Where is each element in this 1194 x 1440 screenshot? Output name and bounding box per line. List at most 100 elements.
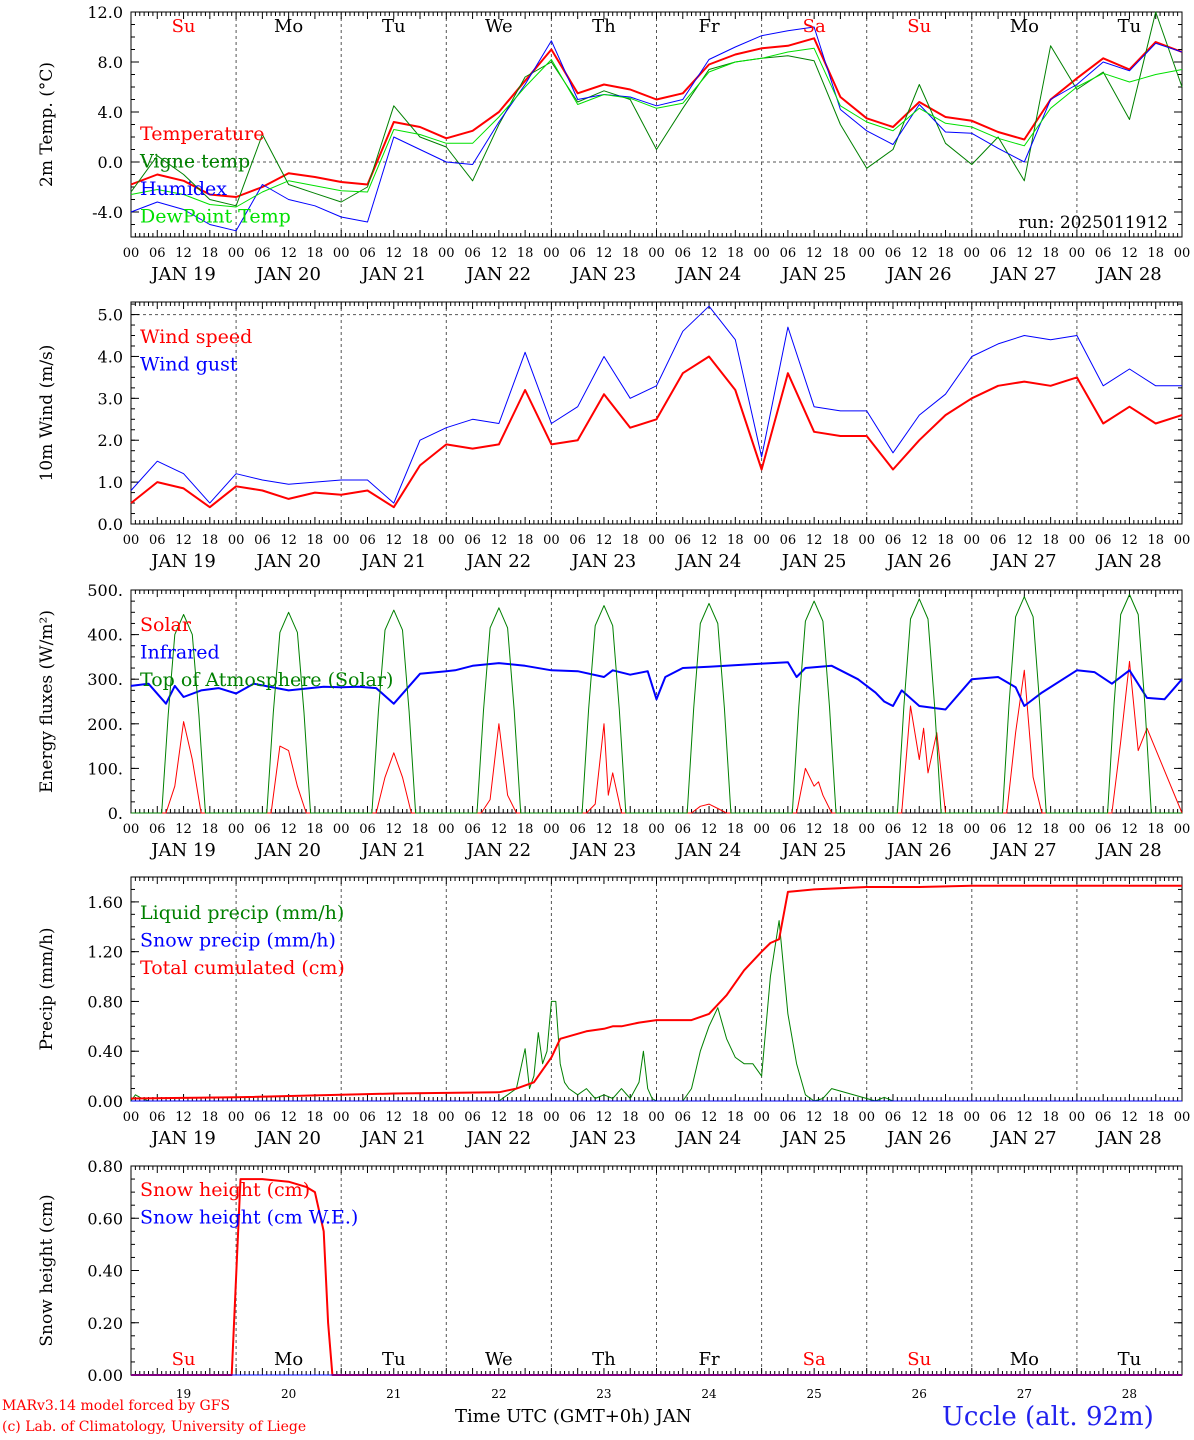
y-tick-label: 5.0	[98, 306, 123, 325]
hour-label: 00	[1174, 246, 1191, 261]
hour-label: 00	[648, 1110, 665, 1125]
panel-4: 0.00 0.40 0.80 1.20 1.60 Precip (mm/h) Liquid …	[37, 876, 1190, 1149]
hour-label: 12	[1016, 822, 1033, 837]
hour-label: 00	[228, 533, 245, 548]
legend-entry: Snow precip (mm/h)	[140, 930, 336, 952]
hour-label: 00	[1069, 533, 1086, 548]
series-line-wind-gust	[130, 305, 1182, 504]
day-number-label: 25	[807, 1387, 822, 1401]
series-line-total-cumulated-cm-	[130, 884, 1182, 1100]
hour-label: 06	[780, 246, 797, 261]
legend-entry: Snow height (cm)	[140, 1179, 310, 1201]
hour-label: 00	[543, 246, 560, 261]
hour-label: 00	[964, 822, 981, 837]
hour-label: 18	[412, 246, 429, 261]
weekday-label: Fr	[699, 16, 720, 37]
hour-label: 06	[149, 533, 166, 548]
y-tick-label: 4.0	[98, 103, 123, 122]
date-label: JAN 28	[1095, 1128, 1162, 1149]
hour-label: 00	[964, 1110, 981, 1125]
hour-label: 12	[491, 822, 508, 837]
hour-label: 06	[359, 246, 376, 261]
date-label: JAN 23	[570, 1128, 637, 1149]
date-label: JAN 26	[885, 264, 952, 285]
hour-label: 00	[228, 1110, 245, 1125]
day-number-label: 20	[281, 1387, 296, 1401]
hour-label: 12	[280, 246, 297, 261]
weekday-label: Tu	[1118, 16, 1142, 37]
hour-label: 18	[517, 822, 534, 837]
hour-label: 00	[964, 246, 981, 261]
hour-label: 18	[622, 822, 639, 837]
date-label: JAN 21	[359, 264, 426, 285]
hour-label: 00	[438, 533, 455, 548]
series-line-liquid-precip-mm-h-	[130, 920, 1182, 1102]
hour-label: 06	[1095, 533, 1112, 548]
hour-label: 06	[1095, 246, 1112, 261]
hour-label: 06	[569, 533, 586, 548]
date-label: JAN 28	[1095, 264, 1162, 285]
hour-label: 00	[858, 822, 875, 837]
hour-label: 18	[307, 1110, 324, 1125]
hour-label: 18	[832, 533, 849, 548]
hour-label: 06	[569, 1110, 586, 1125]
hour-label: 06	[885, 1110, 902, 1125]
hour-label: 12	[1121, 822, 1138, 837]
y-tick-label: 0.20	[87, 1314, 123, 1333]
hour-label: 06	[780, 822, 797, 837]
date-label: JAN 26	[885, 551, 952, 572]
hour-label: 18	[517, 1110, 534, 1125]
hour-label: 18	[1042, 246, 1059, 261]
date-label: JAN 28	[1095, 840, 1162, 861]
weekday-label: Sa	[803, 16, 826, 37]
weekday-label: We	[485, 1349, 513, 1370]
date-label: JAN 24	[675, 551, 742, 572]
hour-label: 12	[1121, 533, 1138, 548]
hour-label: 18	[1042, 1110, 1059, 1125]
weekday-label: Mo	[274, 1349, 303, 1370]
date-label: JAN 19	[149, 264, 216, 285]
hour-label: 18	[1147, 246, 1164, 261]
date-label: JAN 27	[990, 840, 1057, 861]
legend-entry: Wind gust	[140, 354, 238, 376]
hour-label: 12	[806, 533, 823, 548]
hour-label: 00	[333, 822, 350, 837]
hour-label: 00	[1069, 246, 1086, 261]
y-tick-label: 12.0	[87, 3, 123, 22]
date-label: JAN 25	[780, 840, 847, 861]
hour-label: 12	[175, 822, 192, 837]
hour-label: 18	[937, 1110, 954, 1125]
y-axis-label: Energy fluxes (W/m²)	[37, 610, 57, 793]
hour-label: 00	[123, 246, 140, 261]
hour-label: 06	[254, 822, 271, 837]
y-tick-label: 0.80	[87, 992, 123, 1011]
y-axis-label: Precip (mm/h)	[37, 927, 57, 1050]
date-label: JAN 23	[570, 840, 637, 861]
series-line-wind-speed	[130, 355, 1183, 509]
day-number-label: 21	[386, 1387, 401, 1401]
station-label: Uccle (alt. 92m)	[942, 1402, 1154, 1432]
date-label: JAN 23	[570, 264, 637, 285]
hour-label: 18	[937, 822, 954, 837]
weekday-label: Fr	[699, 1349, 720, 1370]
date-label: JAN 21	[359, 551, 426, 572]
hour-label: 18	[517, 533, 534, 548]
hour-label: 06	[359, 1110, 376, 1125]
hour-label: 06	[990, 533, 1007, 548]
hour-label: 00	[123, 533, 140, 548]
date-label: JAN 26	[885, 840, 952, 861]
date-label: JAN 27	[990, 551, 1057, 572]
y-tick-label: 1.60	[87, 893, 123, 912]
hour-label: 00	[543, 533, 560, 548]
y-tick-label: 200.	[87, 715, 123, 734]
y-tick-label: 1.0	[98, 473, 123, 492]
date-label: JAN 21	[359, 840, 426, 861]
hour-label: 18	[307, 246, 324, 261]
legend-entry: DewPoint Temp	[140, 206, 291, 228]
y-tick-label: 0.60	[87, 1209, 123, 1228]
y-tick-label: -4.0	[92, 203, 123, 222]
panel-5: 0.00 0.20 0.40 0.60 0.80 Snow height (cm) Snow…	[37, 1157, 1183, 1401]
hour-label: 06	[675, 1110, 692, 1125]
weekday-label: Su	[907, 16, 931, 37]
hour-label: 06	[359, 533, 376, 548]
